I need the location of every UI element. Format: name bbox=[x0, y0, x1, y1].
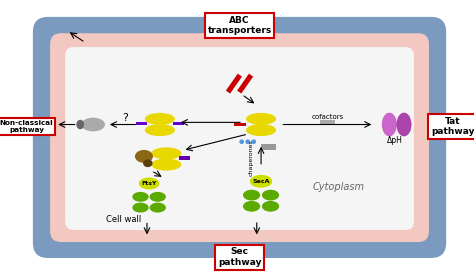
Ellipse shape bbox=[246, 124, 276, 136]
Ellipse shape bbox=[246, 139, 250, 144]
Ellipse shape bbox=[143, 159, 153, 167]
Ellipse shape bbox=[243, 190, 260, 200]
Ellipse shape bbox=[76, 120, 84, 129]
FancyBboxPatch shape bbox=[262, 144, 276, 150]
Ellipse shape bbox=[243, 201, 260, 212]
FancyBboxPatch shape bbox=[65, 47, 414, 230]
FancyBboxPatch shape bbox=[173, 122, 183, 125]
Text: Cytoplasm: Cytoplasm bbox=[312, 182, 365, 192]
Ellipse shape bbox=[82, 118, 105, 131]
FancyBboxPatch shape bbox=[161, 155, 172, 162]
Ellipse shape bbox=[262, 201, 279, 212]
Ellipse shape bbox=[132, 203, 149, 213]
Ellipse shape bbox=[135, 150, 153, 163]
Ellipse shape bbox=[396, 113, 411, 136]
FancyBboxPatch shape bbox=[179, 156, 190, 160]
FancyBboxPatch shape bbox=[50, 33, 429, 242]
Text: FtsY: FtsY bbox=[141, 182, 157, 187]
Ellipse shape bbox=[151, 147, 182, 159]
Ellipse shape bbox=[150, 192, 166, 202]
Text: Non-classical
pathway: Non-classical pathway bbox=[0, 120, 53, 133]
Text: ΔpH: ΔpH bbox=[387, 136, 402, 145]
Text: Tat
pathway: Tat pathway bbox=[431, 117, 474, 136]
FancyBboxPatch shape bbox=[320, 120, 335, 125]
Ellipse shape bbox=[382, 113, 397, 136]
FancyBboxPatch shape bbox=[234, 123, 246, 126]
Ellipse shape bbox=[250, 175, 272, 188]
Ellipse shape bbox=[246, 113, 276, 125]
Text: chaperones: chaperones bbox=[249, 140, 254, 177]
Ellipse shape bbox=[139, 177, 159, 190]
Ellipse shape bbox=[151, 158, 182, 171]
Text: Cell wall: Cell wall bbox=[106, 215, 141, 224]
Ellipse shape bbox=[132, 192, 149, 202]
Text: Sec
pathway: Sec pathway bbox=[218, 247, 261, 267]
Ellipse shape bbox=[251, 139, 256, 144]
Ellipse shape bbox=[262, 190, 279, 200]
FancyBboxPatch shape bbox=[33, 17, 446, 258]
Text: cofactors: cofactors bbox=[312, 114, 344, 120]
Ellipse shape bbox=[145, 113, 175, 125]
Text: ABC
transporters: ABC transporters bbox=[208, 16, 272, 35]
FancyBboxPatch shape bbox=[256, 121, 266, 128]
Ellipse shape bbox=[145, 124, 175, 136]
FancyBboxPatch shape bbox=[136, 122, 147, 125]
Text: ?: ? bbox=[122, 113, 128, 123]
Ellipse shape bbox=[239, 139, 244, 144]
Polygon shape bbox=[237, 74, 253, 94]
Polygon shape bbox=[226, 74, 242, 94]
Text: SecA: SecA bbox=[252, 179, 270, 184]
Ellipse shape bbox=[150, 203, 166, 213]
FancyBboxPatch shape bbox=[155, 121, 165, 128]
